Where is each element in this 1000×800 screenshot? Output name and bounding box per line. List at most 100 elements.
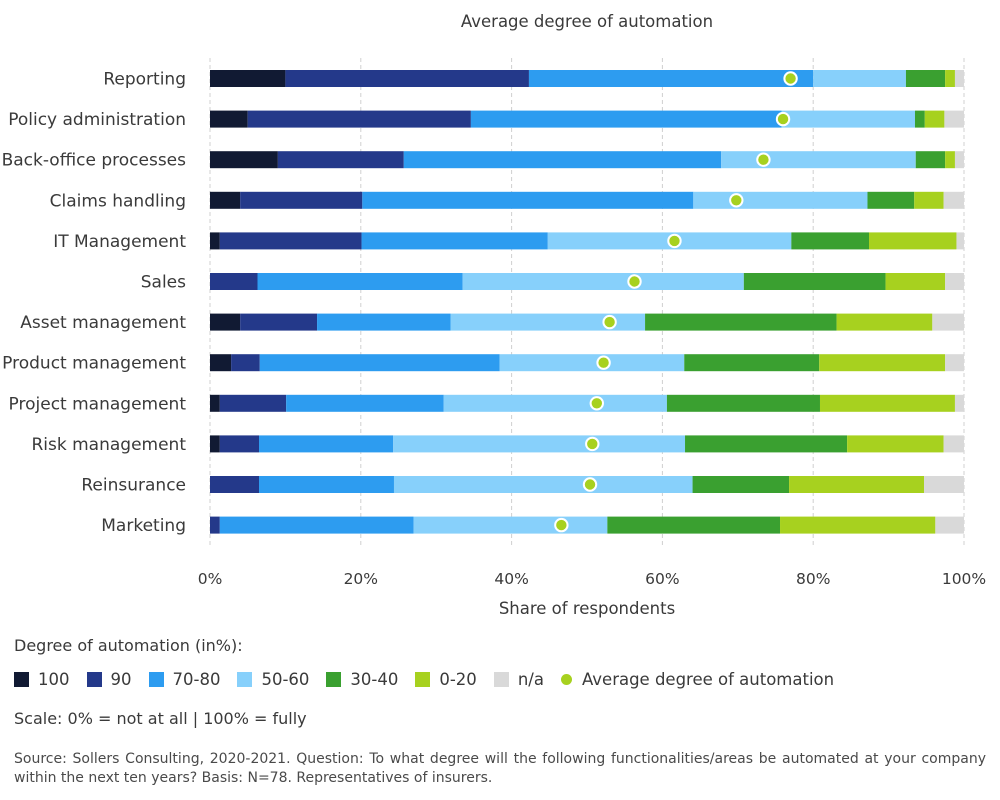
bar-segment	[499, 354, 685, 372]
category-label: Sales	[141, 273, 186, 293]
bar-segment	[210, 313, 241, 331]
average-marker	[783, 71, 798, 86]
legend-swatch	[326, 672, 342, 687]
bar-segment	[210, 273, 258, 290]
bar-segment	[813, 70, 906, 87]
bar-segment	[247, 110, 471, 128]
bar-segment	[362, 191, 694, 209]
bar-segment	[257, 273, 463, 290]
legend-dot	[560, 674, 572, 685]
bar-segment	[259, 435, 394, 453]
bar-segment	[847, 435, 944, 453]
legend-title: Degree of automation (in%):	[14, 636, 243, 655]
legend-items: 100 90 70-80 50-60 30-40 0-20 n/a Average degre…	[14, 670, 986, 689]
bar-segment	[905, 70, 946, 87]
bar-segment	[413, 516, 608, 534]
bar-segment	[240, 313, 318, 331]
bar-segment	[944, 110, 964, 128]
legend-label: 90	[110, 670, 132, 689]
legend-label: 0-20	[439, 670, 477, 689]
x-tick-label: 80%	[796, 570, 830, 588]
legend-label: 100	[38, 670, 70, 689]
chart: Average degree of automation Reporting Po…	[2, 12, 987, 618]
legend-label: 70-80	[172, 670, 221, 689]
category-label: Reinsurance	[81, 476, 186, 496]
bar-segment	[791, 232, 869, 250]
bar-segment	[693, 191, 868, 209]
bar-segment	[462, 273, 744, 290]
category-label: Risk management	[31, 435, 186, 455]
bar-segment	[945, 354, 964, 372]
bar-segment	[743, 273, 886, 290]
bar-segment	[210, 70, 286, 87]
bar-segment	[607, 516, 781, 534]
bar-segment	[286, 394, 444, 412]
bar-segment	[954, 151, 964, 169]
bar-segment	[361, 232, 548, 250]
x-tick-label: 60%	[645, 570, 679, 588]
bar-segment	[868, 232, 957, 250]
bar-segment	[210, 191, 241, 209]
average-marker	[627, 274, 642, 289]
bar-segment	[240, 191, 363, 209]
bar-segment	[943, 435, 964, 453]
bar-segment	[945, 151, 955, 169]
bar-segment	[259, 354, 500, 372]
bar-segment	[443, 394, 667, 412]
bar-segment	[836, 313, 933, 331]
legend-item: n/a	[493, 670, 544, 689]
bar-segment	[954, 70, 964, 87]
bar-segment	[954, 394, 964, 412]
average-marker	[775, 111, 791, 127]
bar-segment	[210, 394, 220, 412]
legend-label: n/a	[517, 670, 544, 689]
bar-segment	[945, 273, 964, 290]
legend-swatch	[415, 672, 431, 687]
legend-swatch	[148, 672, 164, 687]
category-label: Back-office processes	[2, 151, 187, 171]
legend-swatch	[86, 672, 102, 687]
bar-segment	[219, 232, 362, 250]
legend-label: 30-40	[350, 670, 399, 689]
legend-item: 100	[14, 670, 70, 689]
legend-item: 70-80	[148, 670, 221, 689]
legend-item: 0-20	[415, 670, 477, 689]
bar-segment	[259, 476, 394, 493]
bar-segment	[819, 394, 955, 412]
bar-segment	[935, 516, 964, 534]
average-marker	[596, 355, 611, 370]
legend-label: Average degree of automation	[581, 670, 835, 689]
bar-segment	[450, 313, 646, 331]
bar-segment	[924, 110, 945, 128]
bar-segment	[219, 516, 414, 534]
legend: Degree of automation (in%): 100 90 70-80 50…	[14, 636, 986, 728]
x-tick-label: 100%	[942, 570, 986, 588]
bar-segment	[692, 476, 790, 493]
legend-item: 50-60	[237, 670, 309, 689]
bar-segment	[943, 191, 964, 209]
bar-segment	[885, 273, 946, 290]
bar-segment	[528, 70, 814, 87]
grid	[209, 58, 965, 545]
bar-segment	[470, 110, 782, 128]
bar-segment	[393, 435, 686, 453]
bar-segment	[819, 354, 946, 372]
bar-segment	[210, 435, 220, 453]
legend-swatch	[237, 672, 253, 687]
bar-segment	[403, 151, 722, 169]
bar-segment	[210, 516, 220, 534]
bar-segment	[914, 110, 925, 128]
average-marker	[585, 436, 600, 452]
bar-segment	[945, 70, 955, 87]
bar-segment	[924, 476, 964, 493]
legend-label: 50-60	[261, 670, 310, 689]
bar-segment	[867, 191, 915, 209]
bar-segment	[231, 354, 260, 372]
category-label: Policy administration	[8, 110, 186, 130]
category-label: Project management	[9, 394, 187, 414]
bar-segment	[685, 435, 848, 453]
source-note: Source: Sollers Consulting, 2020-2021. Q…	[14, 751, 986, 786]
bar-segment	[210, 476, 260, 493]
chart-title: Average degree of automation	[461, 12, 713, 31]
bars	[210, 70, 964, 534]
